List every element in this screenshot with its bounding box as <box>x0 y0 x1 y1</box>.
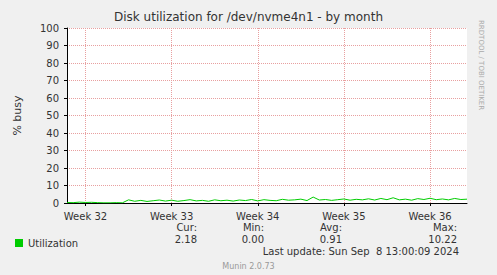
svg-text:70: 70 <box>46 75 59 86</box>
svg-text:20: 20 <box>46 163 59 174</box>
svg-text:Week 35: Week 35 <box>322 211 365 222</box>
svg-text:Week 33: Week 33 <box>150 211 193 222</box>
svg-text:40: 40 <box>46 128 59 139</box>
svg-text:Avg:: Avg: <box>320 222 342 233</box>
svg-text:100: 100 <box>40 23 59 34</box>
svg-text:10: 10 <box>46 180 59 191</box>
svg-text:0.91: 0.91 <box>320 234 342 245</box>
svg-text:Utilization: Utilization <box>28 238 78 249</box>
svg-text:10.22: 10.22 <box>428 234 457 245</box>
svg-text:Cur:: Cur: <box>176 222 197 233</box>
svg-text:0.00: 0.00 <box>242 234 264 245</box>
svg-text:Week 36: Week 36 <box>408 211 451 222</box>
svg-text:RRDTOOL / TOBI OETIKER: RRDTOOL / TOBI OETIKER <box>477 20 485 110</box>
svg-text:90: 90 <box>46 40 59 51</box>
svg-text:Last update: Sun Sep 8 13:00:: Last update: Sun Sep 8 13:00:09 2024 <box>263 246 459 257</box>
svg-text:% busy: % busy <box>11 95 24 136</box>
svg-text:30: 30 <box>46 145 59 156</box>
svg-text:Max:: Max: <box>433 222 457 233</box>
svg-text:Week 32: Week 32 <box>64 211 107 222</box>
svg-text:Disk utilization for /dev/nvme: Disk utilization for /dev/nvme4n1 - by m… <box>114 10 383 24</box>
svg-text:2.18: 2.18 <box>175 234 197 245</box>
svg-text:Munin 2.0.73: Munin 2.0.73 <box>222 262 274 271</box>
svg-text:80: 80 <box>46 58 59 69</box>
svg-text:50: 50 <box>46 110 59 121</box>
svg-text:60: 60 <box>46 93 59 104</box>
svg-text:Week 34: Week 34 <box>236 211 279 222</box>
svg-text:Min:: Min: <box>243 222 264 233</box>
svg-text:0: 0 <box>53 198 59 209</box>
